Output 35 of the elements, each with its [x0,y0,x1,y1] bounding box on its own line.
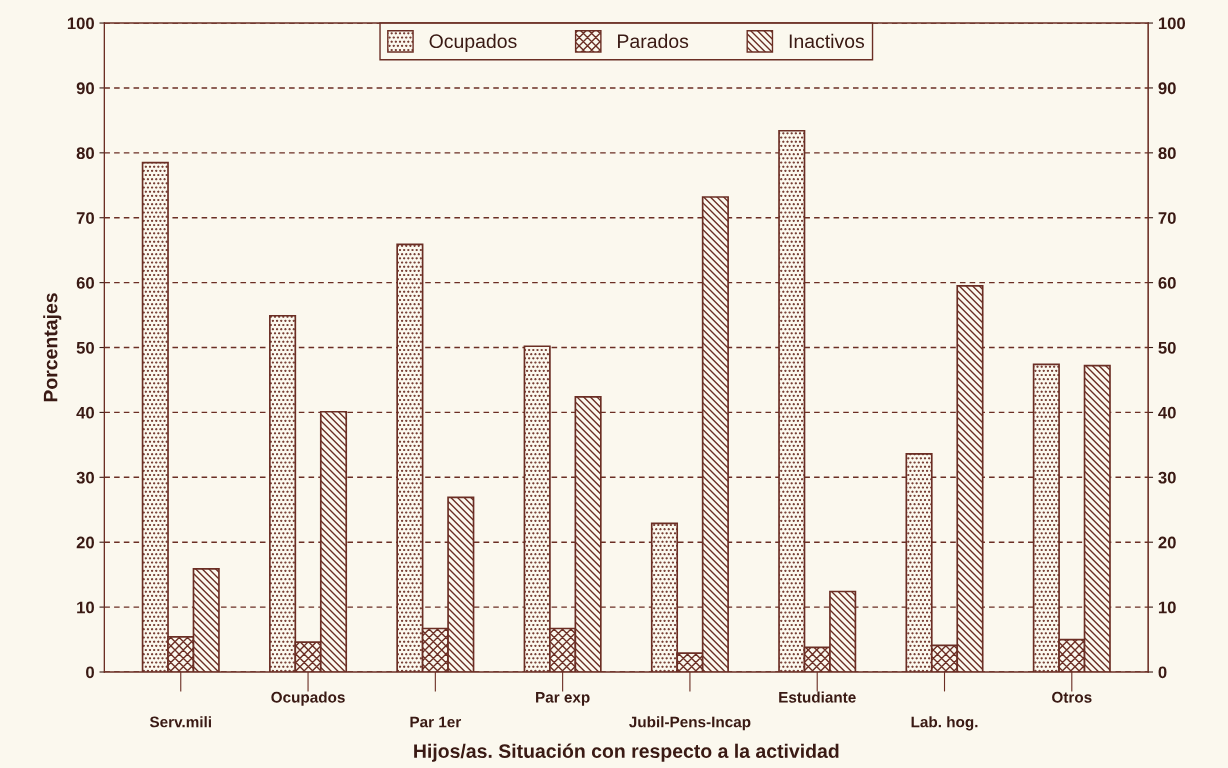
y-tick-label: 70 [76,212,94,224]
y2-tick-label: 90 [1158,82,1176,95]
y-tick-label: 50 [76,341,94,354]
x-tick-label: Lab. hog. [911,716,978,731]
y-tick-label: 100 [67,17,94,30]
legend-label: Inactivos [789,33,865,49]
y-tick-label: 40 [76,406,94,419]
x-axis-title: Hijos/as. Situación con respecto a la actividad [414,743,839,762]
x-tick-label: Otros [1052,691,1092,703]
y-tick-label: 60 [76,277,94,289]
y2-tick-label: 60 [1158,277,1176,289]
x-tick-label: Par 1er [410,716,462,728]
y-tick-label: 90 [76,82,94,95]
legend-label: Ocupados [429,33,517,52]
x-tick-label: Jubil-Pens-Incap [629,716,751,731]
y-tick-label: 10 [77,601,94,614]
legend-label: Parados [618,33,689,49]
y2-tick-label: 10 [1158,601,1176,614]
y-tick-label: 0 [86,666,94,679]
x-tick-label: Serv.mili [149,716,211,728]
x-tick-label: Estudiante [779,691,856,703]
y2-tick-label: 20 [1158,536,1176,549]
y-axis-title: Porcentajes [43,293,62,402]
x-tick-label: Par exp [536,692,590,706]
y-tick-label: 20 [76,536,94,549]
y2-tick-label: 0 [1158,666,1167,679]
y2-tick-label: 30 [1158,471,1176,484]
y-tick-label: 30 [76,471,94,484]
y2-tick-label: 40 [1158,406,1176,419]
y2-tick-label: 70 [1158,212,1176,224]
y2-tick-label: 80 [1158,147,1176,160]
x-tick-label: Ocupados [271,691,345,706]
y2-tick-label: 50 [1158,341,1176,354]
y2-tick-label: 100 [1158,17,1186,30]
y-tick-label: 80 [76,147,94,160]
